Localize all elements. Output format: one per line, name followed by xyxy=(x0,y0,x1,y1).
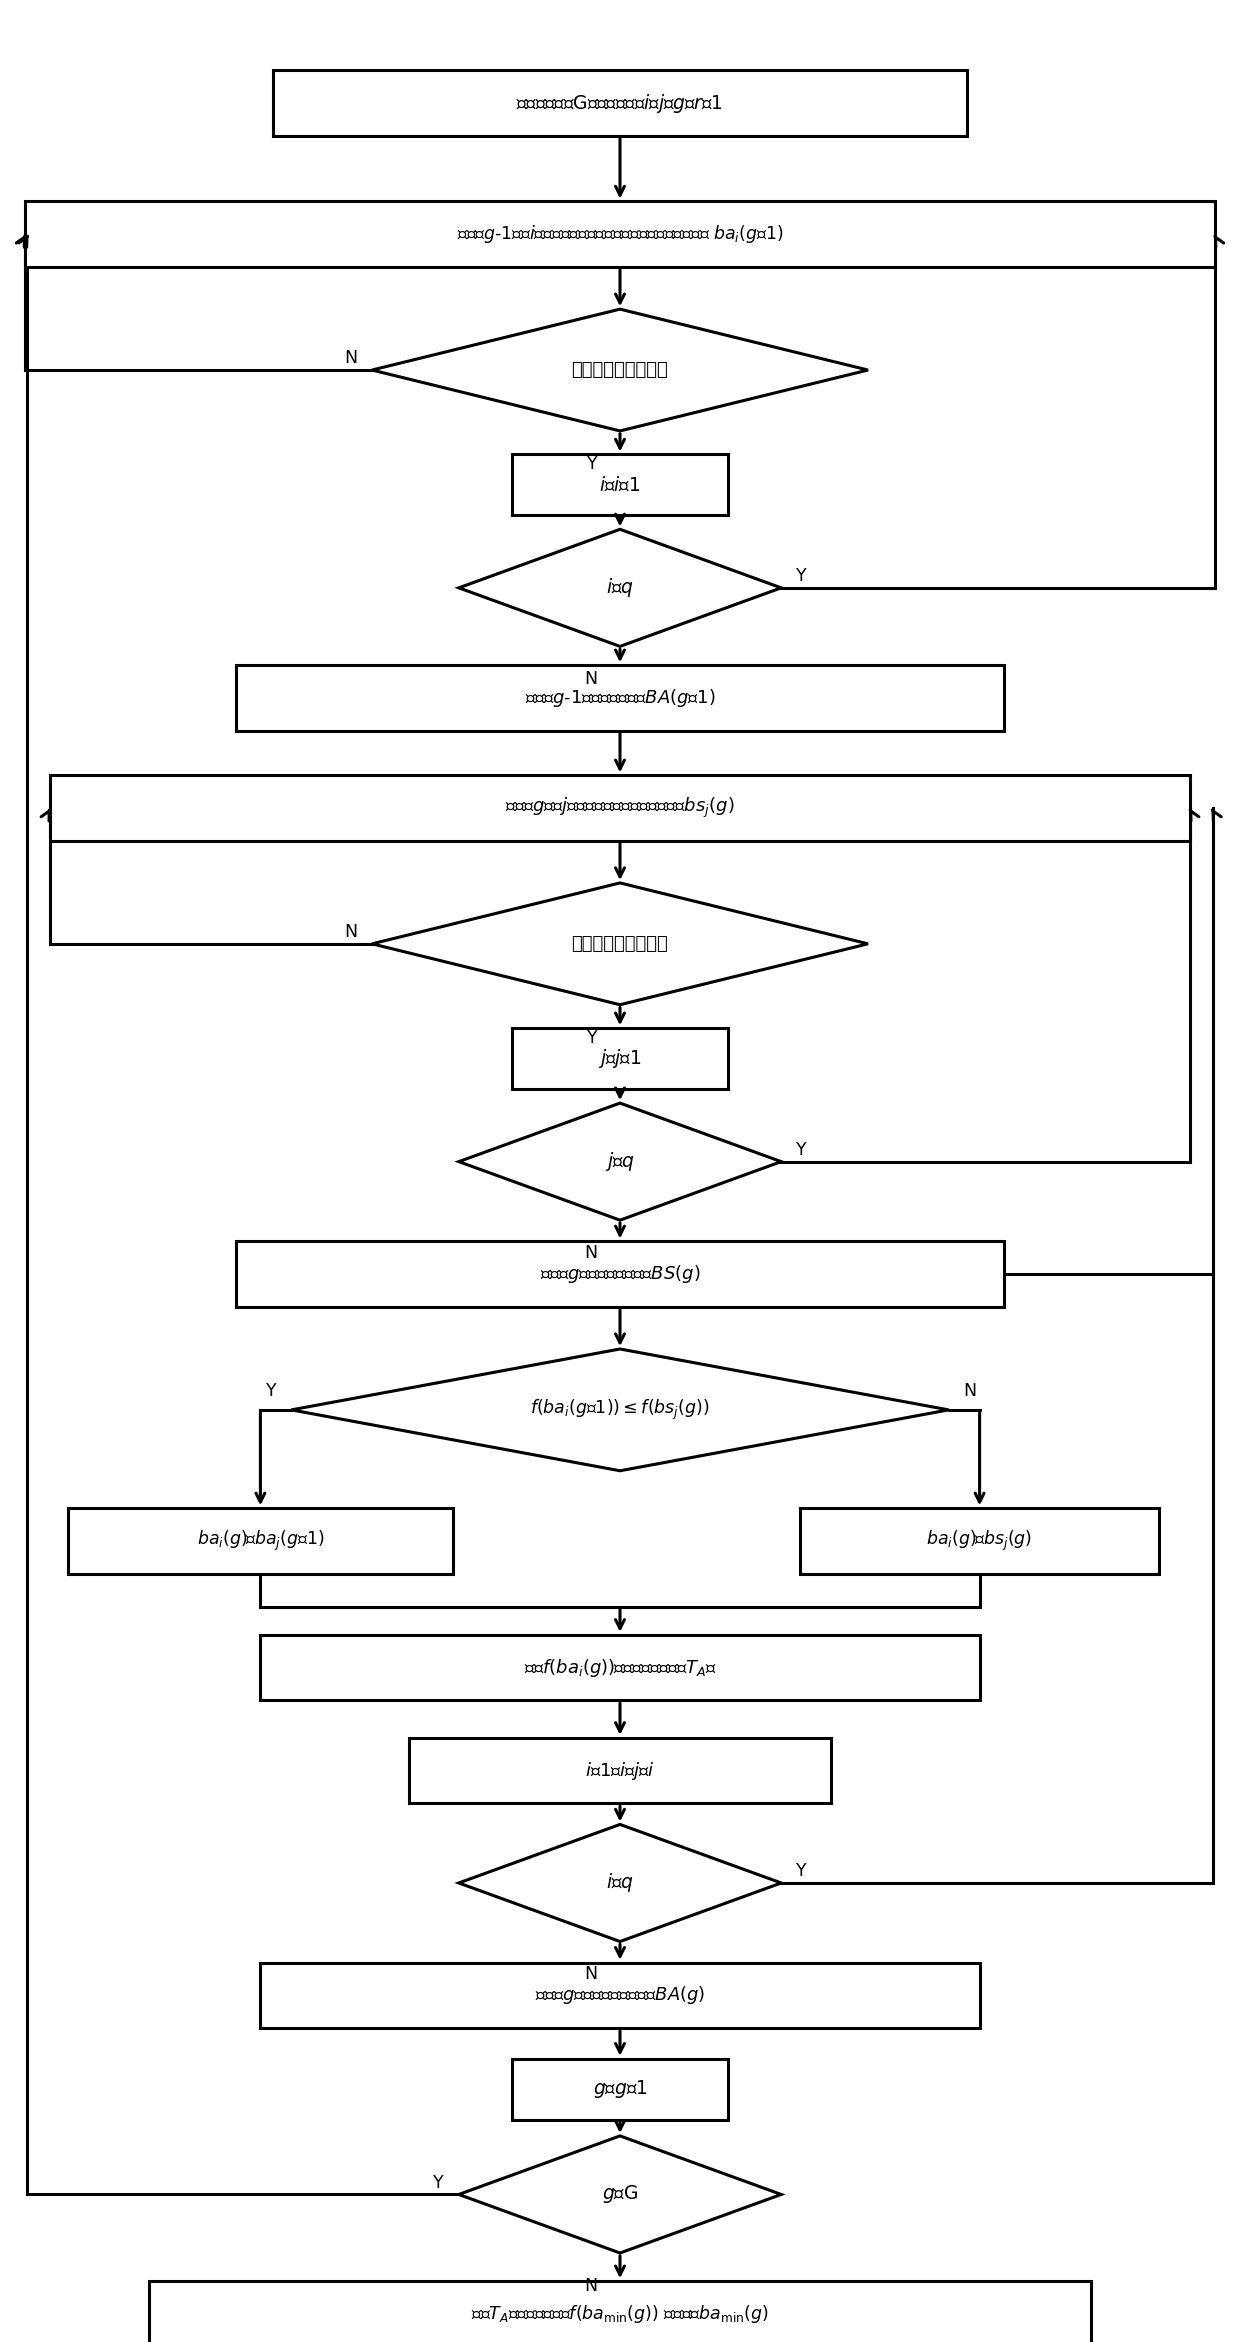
Text: 输入迭代总数G，初始化序号$i$，$j$，$g$，$r$＝1: 输入迭代总数G，初始化序号$i$，$j$，$g$，$r$＝1 xyxy=(516,91,724,115)
Polygon shape xyxy=(372,309,868,431)
Text: 判断是否符合边界域: 判断是否符合边界域 xyxy=(572,361,668,379)
Bar xyxy=(260,1635,980,1700)
Text: 保存$f$($ba_i$($g$))在总传输时间集合$T_A$中: 保存$f$($ba_i$($g$))在总传输时间集合$T_A$中 xyxy=(523,1656,717,1679)
Bar xyxy=(409,1738,831,1803)
Bar xyxy=(273,70,967,136)
Text: Y: Y xyxy=(796,1141,807,1159)
Text: Y: Y xyxy=(265,1382,277,1401)
Polygon shape xyxy=(459,529,781,646)
Text: 判断是否符合边界域: 判断是否符合边界域 xyxy=(572,934,668,953)
Text: 生成第$g$代第$j$个缩放的的预留带宽分配配置$bs_j$($g$): 生成第$g$代第$j$个缩放的的预留带宽分配配置$bs_j$($g$) xyxy=(505,796,735,820)
Text: 获得第$g$-1代带宽配置集合$BA$($g$－1): 获得第$g$-1代带宽配置集合$BA$($g$－1) xyxy=(525,686,715,710)
Text: $i$＜$q$: $i$＜$q$ xyxy=(606,1871,634,1895)
Text: N: N xyxy=(343,923,357,941)
Text: $i$＝1＋$i$，$j$＝$i$: $i$＝1＋$i$，$j$＝$i$ xyxy=(585,1759,655,1782)
Text: Y: Y xyxy=(796,1862,807,1881)
Polygon shape xyxy=(372,883,868,1005)
Text: Y: Y xyxy=(433,2173,444,2192)
Text: Y: Y xyxy=(796,567,807,586)
Text: $j$＜$q$: $j$＜$q$ xyxy=(605,1150,635,1173)
Bar xyxy=(25,201,1215,267)
Text: $ba_i$($g$)＝$bs_j$($g$): $ba_i$($g$)＝$bs_j$($g$) xyxy=(926,1529,1033,1553)
Text: $g$＝$g$＋1: $g$＝$g$＋1 xyxy=(593,2077,647,2101)
Text: N: N xyxy=(584,670,598,689)
Polygon shape xyxy=(459,1824,781,1942)
Text: N: N xyxy=(584,2276,598,2295)
Bar xyxy=(236,665,1004,731)
Text: $i$＝$i$＋1: $i$＝$i$＋1 xyxy=(599,475,641,494)
Bar xyxy=(50,775,1190,841)
Bar xyxy=(511,454,728,515)
Bar xyxy=(236,1241,1004,1307)
Bar xyxy=(511,2059,728,2120)
Text: Y: Y xyxy=(587,454,598,473)
Text: Y: Y xyxy=(587,1028,598,1047)
Text: $g$＜G: $g$＜G xyxy=(601,2183,639,2206)
Text: 生成第$g$-1代第$i$个分配给偶发消息与非偶发消息预留带宽配置 $ba_i$($g$－1): 生成第$g$-1代第$i$个分配给偶发消息与非偶发消息预留带宽配置 $ba_i$… xyxy=(456,222,784,246)
Bar xyxy=(511,1028,728,1089)
Text: $ba_i$($g$)＝$ba_j$($g$－1): $ba_i$($g$)＝$ba_j$($g$－1) xyxy=(197,1529,324,1553)
Text: 获得第$g$代缩放后带宽配置$BS$($g$): 获得第$g$代缩放后带宽配置$BS$($g$) xyxy=(539,1262,701,1286)
Text: N: N xyxy=(343,349,357,368)
Bar xyxy=(149,2281,1091,2342)
Polygon shape xyxy=(459,1103,781,1220)
Text: 生成第$g$代预留带宽分配配置$BA$($g$): 生成第$g$代预留带宽分配配置$BA$($g$) xyxy=(534,1984,706,2007)
Text: $j$＝$j$＋1: $j$＝$j$＋1 xyxy=(598,1047,642,1070)
Polygon shape xyxy=(459,2136,781,2253)
Text: 输出$T_A$中最小传输时间$f$($ba_{\min}$($g$)) 时的配置$ba_{\min}$($g$): 输出$T_A$中最小传输时间$f$($ba_{\min}$($g$)) 时的配置… xyxy=(471,2302,769,2326)
Text: $f$($ba_i$($g$－1))$\leq$$f$($bs_j$($g$)): $f$($ba_i$($g$－1))$\leq$$f$($bs_j$($g$)) xyxy=(531,1398,709,1422)
Text: $i$＜$q$: $i$＜$q$ xyxy=(606,576,634,600)
Bar xyxy=(800,1508,1159,1574)
Text: N: N xyxy=(584,1244,598,1262)
Bar xyxy=(68,1508,453,1574)
Text: N: N xyxy=(584,1965,598,1984)
Text: N: N xyxy=(963,1382,977,1401)
Bar xyxy=(260,1963,980,2028)
Polygon shape xyxy=(291,1349,949,1471)
